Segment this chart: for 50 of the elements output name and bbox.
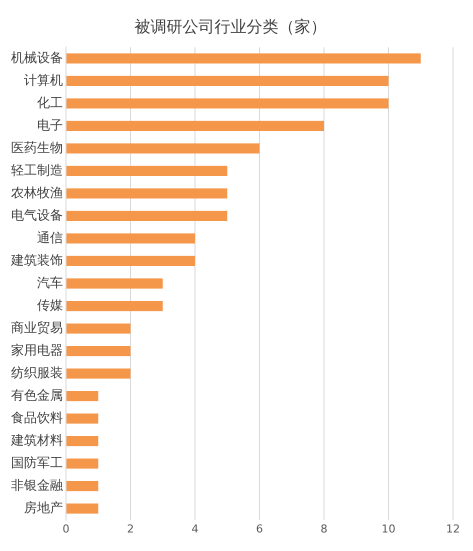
x-tick-label: 6 <box>256 522 263 536</box>
bar <box>66 233 195 244</box>
bar <box>66 323 130 334</box>
bar <box>66 458 98 469</box>
y-tick-label: 汽车 <box>37 276 63 291</box>
y-tick-label: 建筑装饰 <box>10 253 63 268</box>
x-tick-label: 4 <box>192 522 198 536</box>
y-tick-label: 通信 <box>37 230 63 246</box>
y-tick-label: 有色金属 <box>11 388 63 404</box>
x-tick-label: 12 <box>446 522 460 536</box>
y-tick-label: 国防军工 <box>11 456 63 471</box>
y-tick-label: 电子 <box>37 118 63 134</box>
bar <box>66 53 421 64</box>
y-tick-label: 纺织服装 <box>11 366 63 381</box>
y-tick-label: 房地产 <box>24 500 63 516</box>
bar <box>66 210 228 222</box>
y-tick-label: 建筑材料 <box>10 433 63 448</box>
y-tick-label: 医药生物 <box>11 140 63 156</box>
bar <box>66 480 98 492</box>
y-tick-label: 家用电器 <box>11 342 63 358</box>
y-tick-label: 轻工制造 <box>11 163 63 178</box>
y-tick-label: 机械设备 <box>11 50 63 66</box>
bar <box>66 188 228 199</box>
x-tick-label: 2 <box>127 522 134 536</box>
bar <box>66 413 98 424</box>
x-tick-label: 8 <box>320 522 328 536</box>
bar <box>66 436 98 446</box>
y-tick-label: 农林牧渔 <box>11 186 63 201</box>
bar <box>66 256 195 266</box>
y-tick-label: 化工 <box>37 96 63 111</box>
y-tick-label: 传媒 <box>37 298 63 314</box>
y-tick-label: 计算机 <box>24 73 63 88</box>
y-tick-label: 食品饮料 <box>11 410 63 426</box>
bar <box>66 278 163 289</box>
bar <box>66 143 260 154</box>
bar <box>66 76 388 86</box>
x-tick-label: 0 <box>62 522 70 536</box>
bar <box>66 368 130 379</box>
x-tick-label: 10 <box>382 522 396 536</box>
bar <box>66 390 98 402</box>
bar <box>66 166 228 176</box>
y-tick-label: 商业贸易 <box>11 320 63 336</box>
bar <box>66 346 130 356</box>
bar <box>66 98 388 109</box>
bar <box>66 503 98 514</box>
bar <box>66 300 163 312</box>
bar <box>66 120 324 132</box>
chart-title: 被调研公司行业分类（家） <box>134 16 326 36</box>
y-tick-label: 非银金融 <box>11 478 63 494</box>
y-tick-label: 电气设备 <box>11 208 63 224</box>
